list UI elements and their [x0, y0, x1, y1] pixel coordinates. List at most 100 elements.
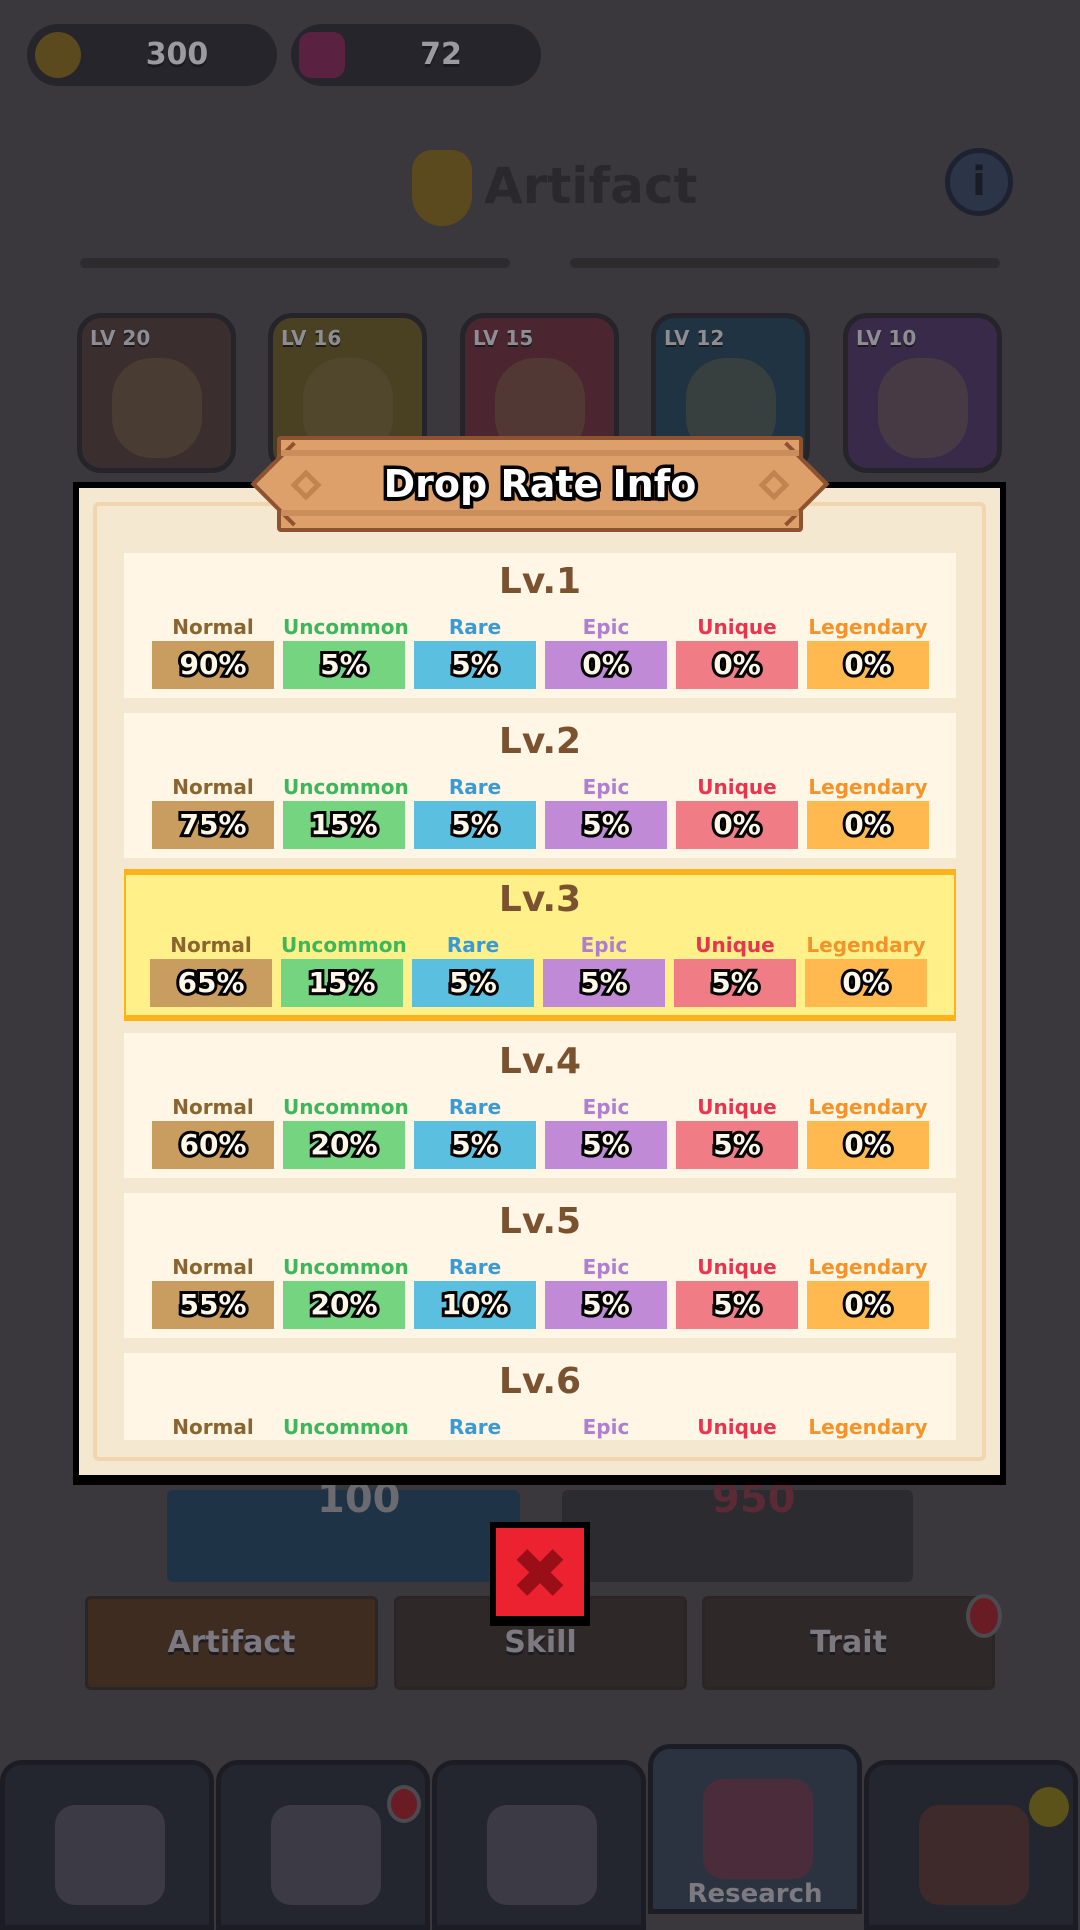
nav-home[interactable] — [0, 1760, 214, 1930]
rarity-label: Rare — [448, 1415, 502, 1439]
level-title: Lv.6 — [498, 1361, 582, 1402]
rarity-cell: Uncommon 20% — [283, 1253, 409, 1329]
play-icon — [1029, 1787, 1069, 1827]
buy-100-button[interactable]: 100 — [167, 1476, 520, 1582]
artifact-level: LV 20 — [90, 326, 151, 350]
rarity-label: Legendary — [808, 615, 928, 639]
rarity-label: Unique — [697, 775, 777, 799]
notification-dot — [966, 1594, 1002, 1638]
rate-value: 0% — [676, 801, 798, 849]
rate-value: 5% — [676, 1281, 798, 1329]
rarity-cell: Normal 55% — [152, 1253, 274, 1329]
drop-rate-list[interactable]: Lv.1 Normal 90% Uncommon 5% Rare 5% Epic 0% Uniqu… — [124, 553, 956, 1440]
rate-value: 0% — [676, 641, 798, 689]
artifact-level: LV 15 — [473, 326, 534, 350]
rate-value: 0% — [805, 959, 927, 1007]
level-card: Lv.3 Normal 65% Uncommon 15% Rare 5% Epic 5% Uniq… — [124, 869, 956, 1021]
artifact-level: LV 10 — [856, 326, 917, 350]
rarity-label: Unique — [697, 1415, 777, 1439]
tab-artifact[interactable]: Artifact — [85, 1596, 378, 1690]
rarity-cell: Unique 5% — [674, 931, 796, 1007]
artifact-level: LV 12 — [664, 326, 725, 350]
buy-950-button[interactable]: 950 — [562, 1476, 913, 1582]
rarity-cell: Rare 5% — [414, 613, 536, 689]
rarity-cell: Epic 5% — [545, 1253, 667, 1329]
gem-icon — [299, 32, 345, 78]
rate-value: 5% — [545, 1281, 667, 1329]
rarity-label: Normal — [172, 1415, 254, 1439]
gold-amount: 300 — [145, 37, 209, 72]
rarity-cell: Legendary — [807, 1413, 929, 1440]
rarity-cell: Normal 60% — [152, 1093, 274, 1169]
rarity-label: Epic — [582, 615, 630, 639]
close-button[interactable]: ✖ — [490, 1522, 590, 1626]
rarity-cell: Normal 75% — [152, 773, 274, 849]
knight-icon — [271, 1805, 381, 1905]
gold-coin-icon — [35, 32, 81, 78]
info-button[interactable]: i — [945, 148, 1013, 216]
rarity-label: Unique — [697, 1095, 777, 1119]
nav-shop[interactable] — [864, 1760, 1078, 1930]
rarity-label: Legendary — [806, 933, 926, 957]
artifact-card[interactable]: LV 10 — [843, 313, 1002, 473]
rate-value: 5% — [545, 801, 667, 849]
rarity-label: Epic — [582, 775, 630, 799]
rarity-cell: Epic — [545, 1413, 667, 1440]
rarity-cell: Unique — [676, 1413, 798, 1440]
rarity-cell: Normal 65% — [150, 931, 272, 1007]
castle-gate-icon — [55, 1805, 165, 1905]
rarity-label: Legendary — [808, 1255, 928, 1279]
rarity-label: Uncommon — [283, 1095, 409, 1119]
nav-hero[interactable] — [216, 1760, 430, 1930]
level-title: Lv.5 — [498, 1201, 582, 1242]
rarity-cell: Uncommon 20% — [283, 1093, 409, 1169]
artifact-icon — [112, 358, 202, 458]
rarity-cell: Normal — [152, 1413, 274, 1440]
rarity-cell: Legendary 0% — [807, 613, 929, 689]
rarity-label: Normal — [172, 1255, 254, 1279]
rate-value: 90% — [152, 641, 274, 689]
level-title: Lv.3 — [498, 879, 582, 920]
rarity-label: Unique — [697, 615, 777, 639]
rate-value: 60% — [152, 1121, 274, 1169]
rarity-label: Rare — [446, 933, 500, 957]
rarity-cell: Unique 0% — [676, 773, 798, 849]
crossed-swords-icon — [487, 1805, 597, 1905]
rarity-cell: Uncommon 15% — [283, 773, 409, 849]
tab-trait[interactable]: Trait — [702, 1596, 995, 1690]
book-icon — [703, 1779, 813, 1879]
rarity-label: Legendary — [808, 775, 928, 799]
rate-value: 5% — [676, 1121, 798, 1169]
gold-counter: 300 — [27, 24, 277, 86]
rarity-label: Unique — [697, 1255, 777, 1279]
rarity-cell: Unique 5% — [676, 1093, 798, 1169]
rarity-label: Normal — [172, 775, 254, 799]
level-card: Lv.5 Normal 55% Uncommon 20% Rare 10% Epic 5% Uni… — [124, 1193, 956, 1338]
artifact-level: LV 16 — [281, 326, 342, 350]
rate-value: 5% — [674, 959, 796, 1007]
rarity-cell: Epic 5% — [545, 1093, 667, 1169]
rarity-label: Normal — [172, 1095, 254, 1119]
modal-title: Drop Rate Info — [380, 459, 700, 510]
rate-value: 0% — [807, 1121, 929, 1169]
nav-research[interactable]: Research — [648, 1744, 862, 1914]
rarity-label: Rare — [448, 615, 502, 639]
rate-value: 20% — [283, 1281, 405, 1329]
rarity-cell: Legendary 0% — [805, 931, 927, 1007]
level-title: Lv.4 — [498, 1041, 582, 1082]
nav-battle[interactable] — [432, 1760, 646, 1930]
rarity-label: Rare — [448, 1095, 502, 1119]
notification-dot — [387, 1785, 421, 1823]
rarity-label: Epic — [582, 1415, 630, 1439]
artifact-card[interactable]: LV 20 — [77, 313, 236, 473]
rarity-cell: Legendary 0% — [807, 1093, 929, 1169]
rarity-label: Uncommon — [283, 775, 409, 799]
rate-value: 65% — [150, 959, 272, 1007]
rarity-cell: Uncommon 5% — [283, 613, 409, 689]
level-card: Lv.1 Normal 90% Uncommon 5% Rare 5% Epic 0% Uniqu… — [124, 553, 956, 698]
rate-value: 5% — [545, 1121, 667, 1169]
rarity-cell: Uncommon — [283, 1413, 409, 1440]
rate-value: 0% — [807, 1281, 929, 1329]
level-card: Lv.4 Normal 60% Uncommon 20% Rare 5% Epic 5% Uniq… — [124, 1033, 956, 1178]
rate-value: 5% — [414, 801, 536, 849]
